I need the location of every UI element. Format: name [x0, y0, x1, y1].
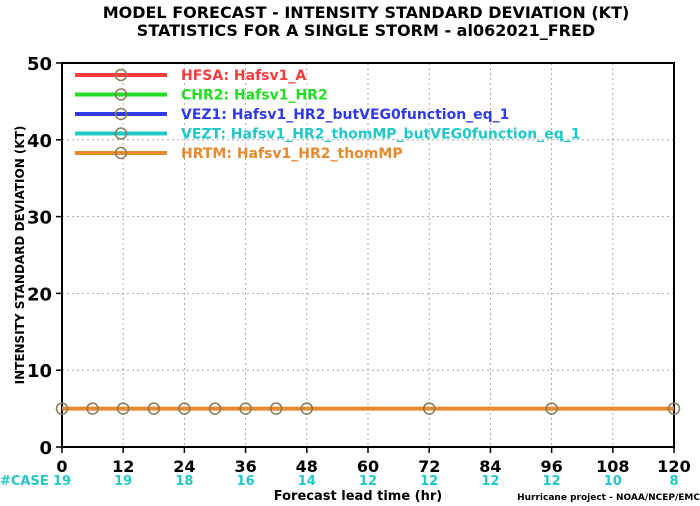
- y-tick-label: 30: [27, 208, 52, 229]
- data-point: [178, 402, 191, 415]
- legend-entry: VEZ1: Hafsv1_HR2_butVEG0function_eq_1: [181, 107, 509, 123]
- y-tick-label: 10: [27, 361, 52, 382]
- case-count: 8: [669, 474, 678, 489]
- data-point: [422, 402, 436, 415]
- data-point: [545, 402, 558, 415]
- legend-entry: CHR2: Hafsv1_HR2: [181, 88, 328, 104]
- data-point: [239, 402, 252, 415]
- case-label: #CASE: [0, 474, 49, 489]
- case-count: 12: [420, 474, 438, 489]
- credit-text: Hurricane project - NOAA/NCEP/EMC: [517, 493, 700, 503]
- x-tick-label: 96: [540, 457, 562, 476]
- x-tick-label: 120: [657, 457, 690, 476]
- y-axis-label: INTENSITY STANDARD DEVIATION (KT): [13, 126, 27, 385]
- case-count: 12: [481, 474, 499, 489]
- x-tick-label: 72: [418, 457, 440, 476]
- chart-title-line-1: MODEL FORECAST - INTENSITY STANDARD DEVI…: [103, 3, 630, 22]
- legend-swatch-marker: [114, 146, 128, 160]
- data-point: [147, 402, 161, 415]
- x-tick-label: 84: [479, 457, 501, 476]
- legend-swatch-marker: [114, 68, 128, 82]
- x-tick-label: 48: [296, 457, 318, 476]
- x-axis-label: Forecast lead time (hr): [274, 489, 442, 504]
- data-point: [300, 402, 314, 415]
- data-point: [269, 402, 283, 415]
- data-point: [86, 402, 99, 415]
- data-point: [116, 402, 130, 415]
- case-count: 14: [298, 474, 316, 489]
- case-count-row: 19 19 18 16 14 12 12 12 12 10 8: [53, 474, 679, 489]
- grid-lines: [62, 63, 674, 447]
- data-point: [55, 402, 69, 415]
- case-count: 19: [53, 474, 71, 489]
- y-tick-label: 0: [39, 438, 52, 459]
- case-count: 12: [359, 474, 377, 489]
- plot-frame: [61, 62, 675, 448]
- legend-entry: HFSA: Hafsv1_A: [181, 68, 306, 84]
- legend-swatch-marker: [114, 88, 128, 101]
- legend-entry: HRTM: Hafsv1_HR2_thomMP: [181, 146, 403, 162]
- y-tick-label: 40: [27, 131, 52, 152]
- y-axis-ticks: 0 10 20 30 40 50: [27, 54, 62, 459]
- case-count: 12: [543, 474, 561, 489]
- legend: HFSA: Hafsv1_A CHR2: Hafsv1_HR2 VEZ1: Hafs…: [75, 68, 581, 162]
- x-tick-label: 36: [234, 457, 256, 476]
- legend-swatch-marker: [114, 127, 128, 140]
- legend-entry: VEZT: Hafsv1_HR2_thomMP_butVEG0function_…: [181, 127, 581, 143]
- x-tick-label: 24: [173, 457, 195, 476]
- data-point: [667, 402, 681, 415]
- x-tick-label: 12: [112, 457, 134, 476]
- data-point: [208, 402, 222, 415]
- y-tick-label: 50: [27, 54, 52, 75]
- legend-swatch-marker: [114, 107, 128, 121]
- case-count: 18: [175, 474, 193, 489]
- x-tick-label: 0: [56, 457, 67, 476]
- y-tick-label: 20: [27, 284, 52, 305]
- series-lines: [55, 402, 681, 415]
- chart-title-line-2: STATISTICS FOR A SINGLE STORM - al062021…: [137, 21, 595, 40]
- x-tick-label: 108: [596, 457, 629, 476]
- case-count: 16: [237, 474, 255, 489]
- case-count: 10: [604, 474, 622, 489]
- x-tick-label: 60: [357, 457, 379, 476]
- x-axis-ticks: 0 12 24 36 48 60 72 84 96 108 120: [56, 447, 691, 476]
- case-count: 19: [114, 474, 132, 489]
